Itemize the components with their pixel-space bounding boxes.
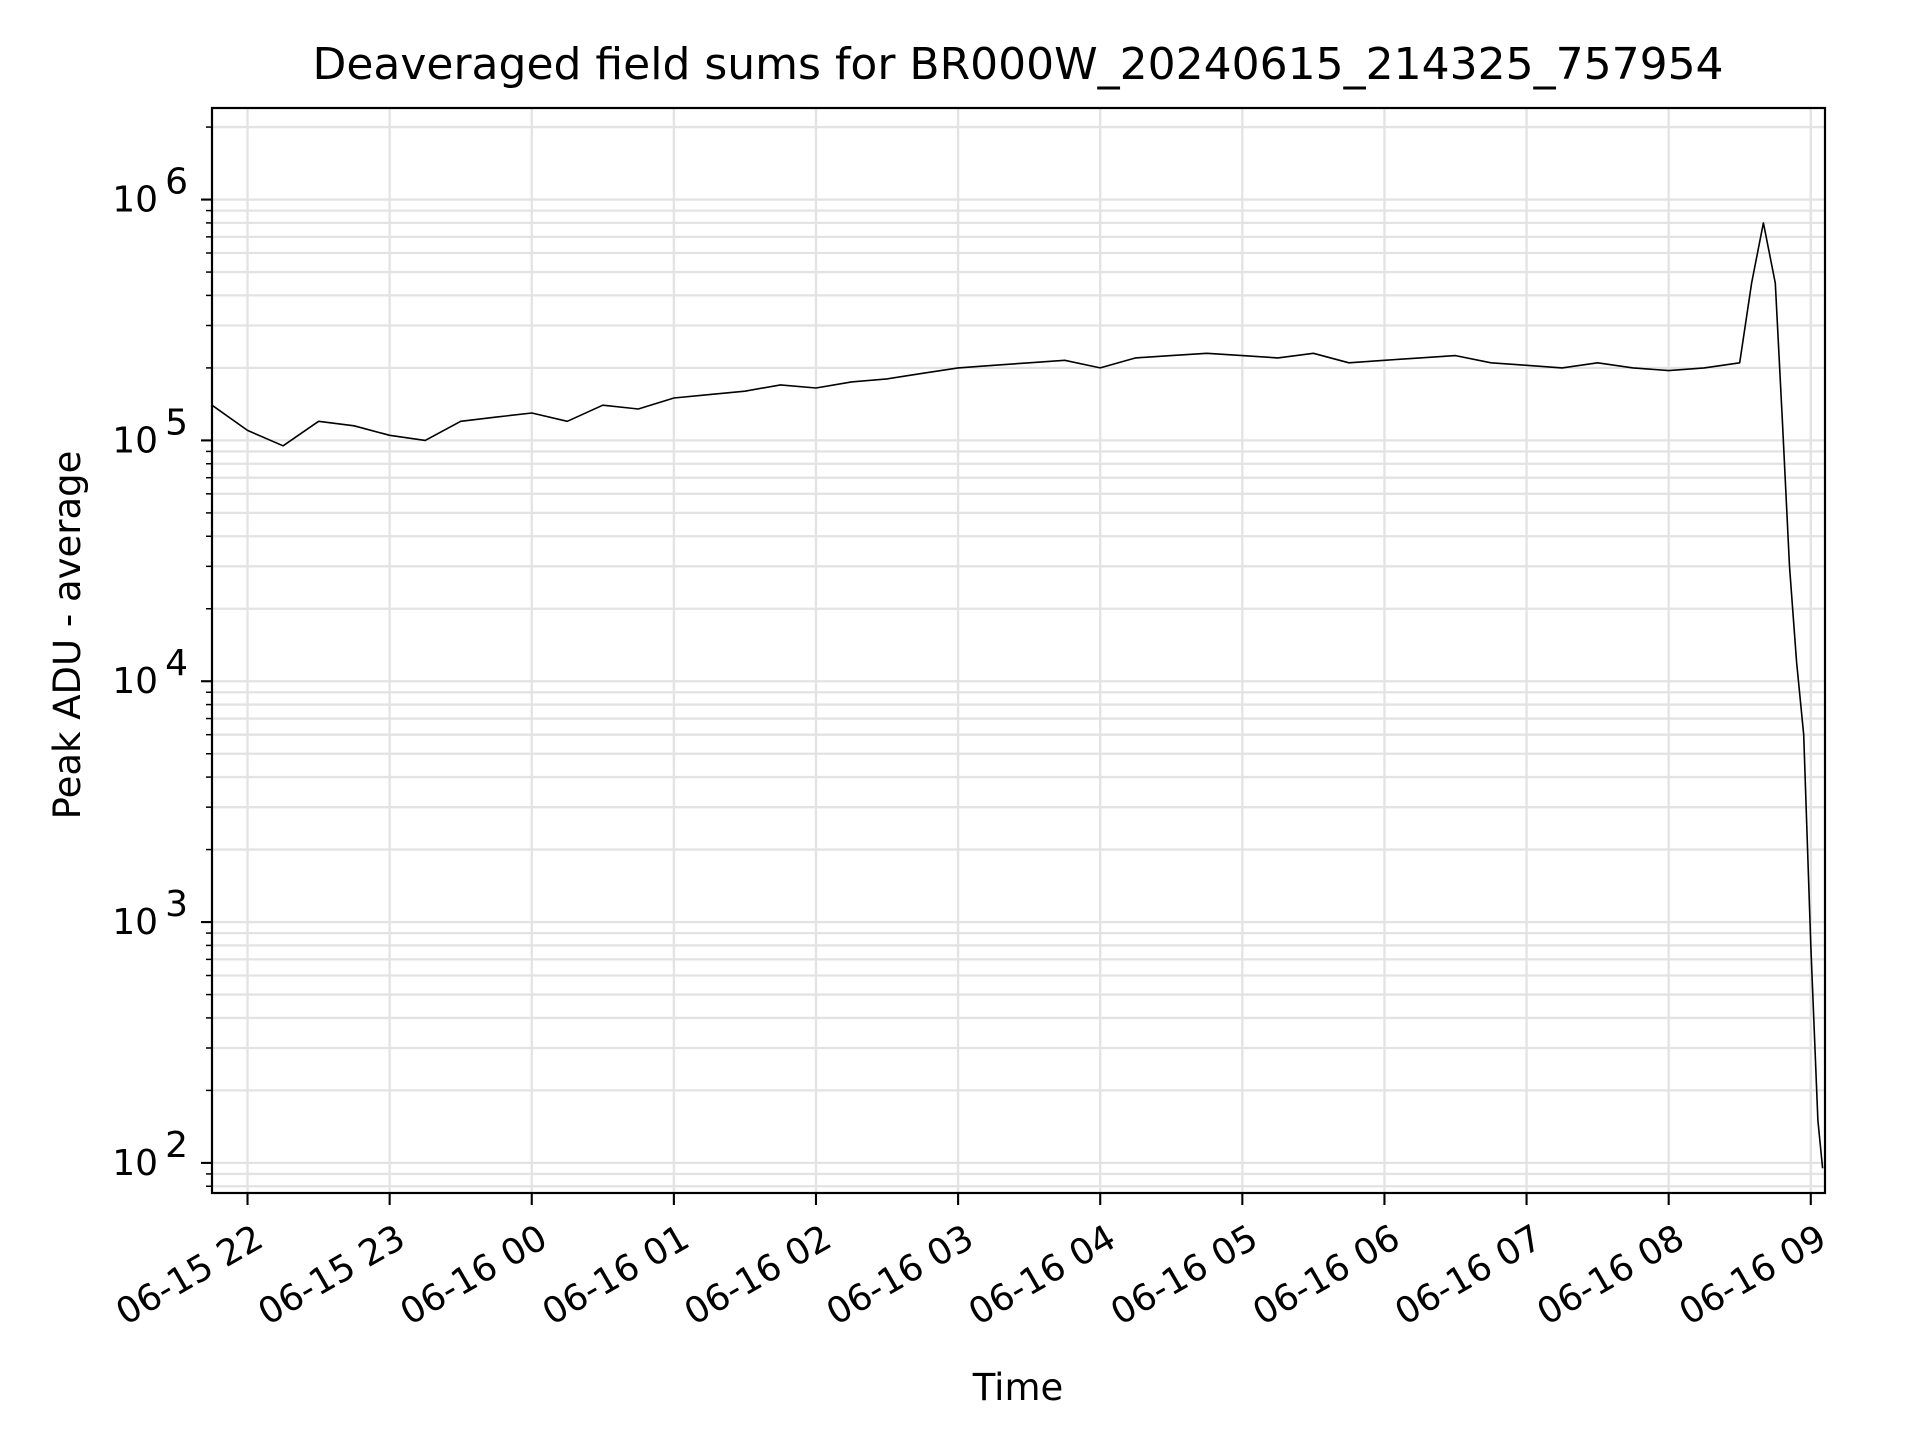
x-tick-label: 06-16 07 [1388,1217,1549,1333]
x-axis-label: Time [972,1366,1064,1409]
y-tick-label-exponent: 6 [165,162,188,203]
x-tick-label: 06-16 09 [1673,1217,1834,1333]
chart-title: Deaveraged field sums for BR000W_2024061… [312,39,1723,90]
y-axis-label: Peak ADU - average [46,451,89,820]
y-tick-label: 10 [112,180,158,221]
series-line [211,222,1824,1169]
series-layer [211,222,1824,1169]
x-tick-label: 06-16 04 [962,1217,1123,1333]
y-tick-label: 10 [112,661,158,702]
plot-frame [210,106,1827,1195]
y-tick-label: 10 [112,902,158,943]
x-tick-label: 06-16 01 [536,1217,697,1333]
y-tick-label-exponent: 4 [165,643,188,684]
y-tick-label-exponent: 5 [165,402,188,443]
y-tick-label: 10 [112,420,158,461]
y-tick-label-exponent: 2 [165,1125,188,1166]
x-tick-label: 06-16 00 [394,1217,555,1333]
x-tick-label: 06-15 22 [109,1217,270,1333]
x-tick-label: 06-16 08 [1530,1217,1691,1333]
x-tick-label: 06-16 05 [1104,1217,1265,1333]
x-tick-label: 06-16 02 [678,1217,839,1333]
x-tick-label: 06-16 06 [1246,1217,1407,1333]
y-tick-label-exponent: 3 [165,884,188,925]
grid-lines [212,108,1825,1193]
y-tick-label: 10 [112,1143,158,1184]
x-tick-label: 06-16 03 [820,1217,981,1333]
x-tick-label: 06-15 23 [251,1217,412,1333]
